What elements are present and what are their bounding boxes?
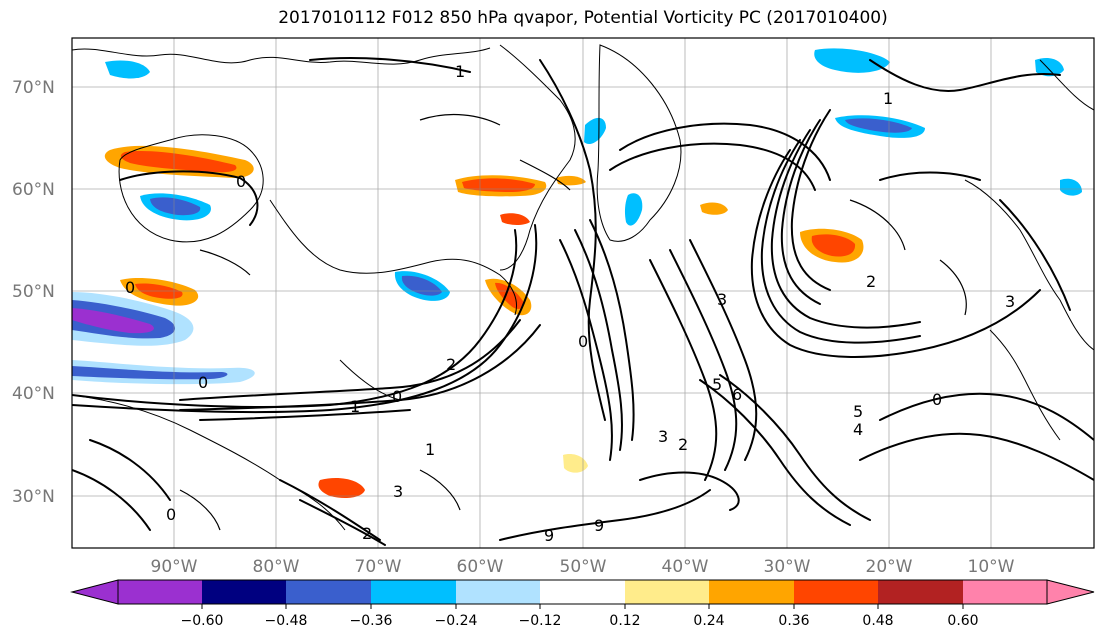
colorbar-tick-label: −0.12 <box>519 613 562 629</box>
lon-label: 10°W <box>968 557 1015 577</box>
positive-anomaly-south <box>318 478 365 498</box>
colorbar-tick-label: −0.36 <box>350 613 393 629</box>
lat-label: 30°N <box>12 487 55 507</box>
pv-contours <box>72 57 1094 546</box>
contour-label: 2 <box>678 435 688 454</box>
negative-anomaly-greenland <box>584 117 606 145</box>
contour-label: 0 <box>166 505 176 524</box>
contour-label: 5 <box>853 402 863 421</box>
colorbar-segment <box>456 580 540 604</box>
contour-label: 3 <box>717 290 727 309</box>
contour-label: 3 <box>393 482 403 501</box>
colorbar-tick-label: 0.48 <box>862 613 893 629</box>
positive-anomaly-small-1 <box>700 202 728 215</box>
positive-anomaly-east-atlantic-core <box>811 234 856 257</box>
contour-label: 1 <box>455 62 465 81</box>
positive-anomaly-small-2 <box>556 175 586 186</box>
colorbar-tick-label: 0.12 <box>609 613 640 629</box>
contour-label: 6 <box>732 385 742 404</box>
latitude-labels: 70°N 60°N 50°N 40°N 30°N <box>12 78 55 507</box>
contour-label: 0 <box>932 390 942 409</box>
map-frame <box>71 37 1095 549</box>
contour-label: 1 <box>350 397 360 416</box>
negative-anomaly-lower-west-core <box>72 366 228 380</box>
colorbar-tick-label: 0.60 <box>947 613 978 629</box>
lon-label: 80°W <box>253 557 300 577</box>
lon-label: 30°W <box>764 557 811 577</box>
colorbar-segment <box>202 580 286 604</box>
contour-label: 1 <box>425 440 435 459</box>
lon-label: 60°W <box>457 557 504 577</box>
contour-labels: 1 1 0 0 0 2 0 0 3 3 2 5 6 5 4 2 0 3 9 9 … <box>125 62 1015 545</box>
colorbar-segment <box>709 580 794 604</box>
map-title: 2017010112 F012 850 hPa qvapor, Potentia… <box>278 8 888 28</box>
contour-label: 3 <box>1005 292 1015 311</box>
colorbar-tick-label: −0.60 <box>181 613 224 629</box>
contour-label: 4 <box>853 420 863 439</box>
contour-label: 0 <box>236 172 246 191</box>
lat-label: 50°N <box>12 282 55 302</box>
colorbar-segment <box>963 580 1047 604</box>
lon-label: 40°W <box>662 557 709 577</box>
contour-label: 0 <box>198 373 208 392</box>
negative-anomaly-labrador-sea <box>624 193 643 226</box>
negative-anomaly-hudson-core <box>150 197 201 216</box>
colorbar-ticks <box>201 604 964 609</box>
colorbar-segment <box>878 580 963 604</box>
colorbar-labels: −0.60 −0.48 −0.36 −0.24 −0.12 0.12 0.24 … <box>181 613 979 629</box>
lat-label: 60°N <box>12 180 55 200</box>
contour-label: 3 <box>658 427 668 446</box>
colorbar-segment <box>794 580 878 604</box>
contour-label: 0 <box>578 332 588 351</box>
negative-anomaly-east-scattered <box>1060 178 1082 196</box>
colorbar-tick-label: 0.24 <box>693 613 724 629</box>
lon-label: 50°W <box>560 557 607 577</box>
colorbar-frame <box>117 579 1048 605</box>
colorbar-tick-label: 0.36 <box>778 613 809 629</box>
negative-anomaly-west-deep <box>72 308 154 334</box>
contour-label: 0 <box>125 278 135 297</box>
lon-label: 70°W <box>355 557 402 577</box>
colorbar-segment <box>70 579 119 605</box>
map-gridlines <box>72 38 1094 548</box>
contour-label: 9 <box>594 516 604 535</box>
lat-label: 40°N <box>12 384 55 404</box>
lon-label: 90°W <box>151 557 198 577</box>
lat-label: 70°N <box>12 78 55 98</box>
colorbar-segment <box>371 580 456 604</box>
colorbar-tick-label: −0.24 <box>435 613 478 629</box>
contour-label: 2 <box>866 272 876 291</box>
longitude-labels: 90°W 80°W 70°W 60°W 50°W 40°W 30°W 20°W … <box>151 557 1015 577</box>
lon-label: 20°W <box>866 557 913 577</box>
contour-label: 2 <box>446 355 456 374</box>
colorbar-segment <box>286 580 371 604</box>
contour-label: 0 <box>392 387 402 406</box>
map-plot-area: 1 1 0 0 0 2 0 0 3 3 2 5 6 5 4 2 0 3 9 9 … <box>71 37 1095 549</box>
negative-anomaly-north-2 <box>105 60 150 79</box>
positive-anomaly-small-3 <box>500 213 530 225</box>
contour-label: 5 <box>712 375 722 394</box>
colorbar: −0.60 −0.48 −0.36 −0.24 −0.12 0.12 0.24 … <box>70 579 1095 629</box>
coastlines <box>72 44 1094 531</box>
colorbar-segment <box>625 580 709 604</box>
colorbar-segment <box>1046 579 1095 605</box>
colorbar-segment <box>540 580 625 604</box>
contour-label: 2 <box>362 524 372 543</box>
contour-label: 9 <box>544 526 554 545</box>
contour-label: 1 <box>883 89 893 108</box>
colorbar-tick-label: −0.48 <box>265 613 308 629</box>
positive-anomaly-small-4 <box>563 454 588 473</box>
colorbar-segment <box>118 580 202 604</box>
negative-anomaly-north <box>814 48 890 73</box>
positive-anomaly-hudson-core <box>120 150 237 173</box>
negative-anomaly-iceland-core <box>845 118 912 133</box>
